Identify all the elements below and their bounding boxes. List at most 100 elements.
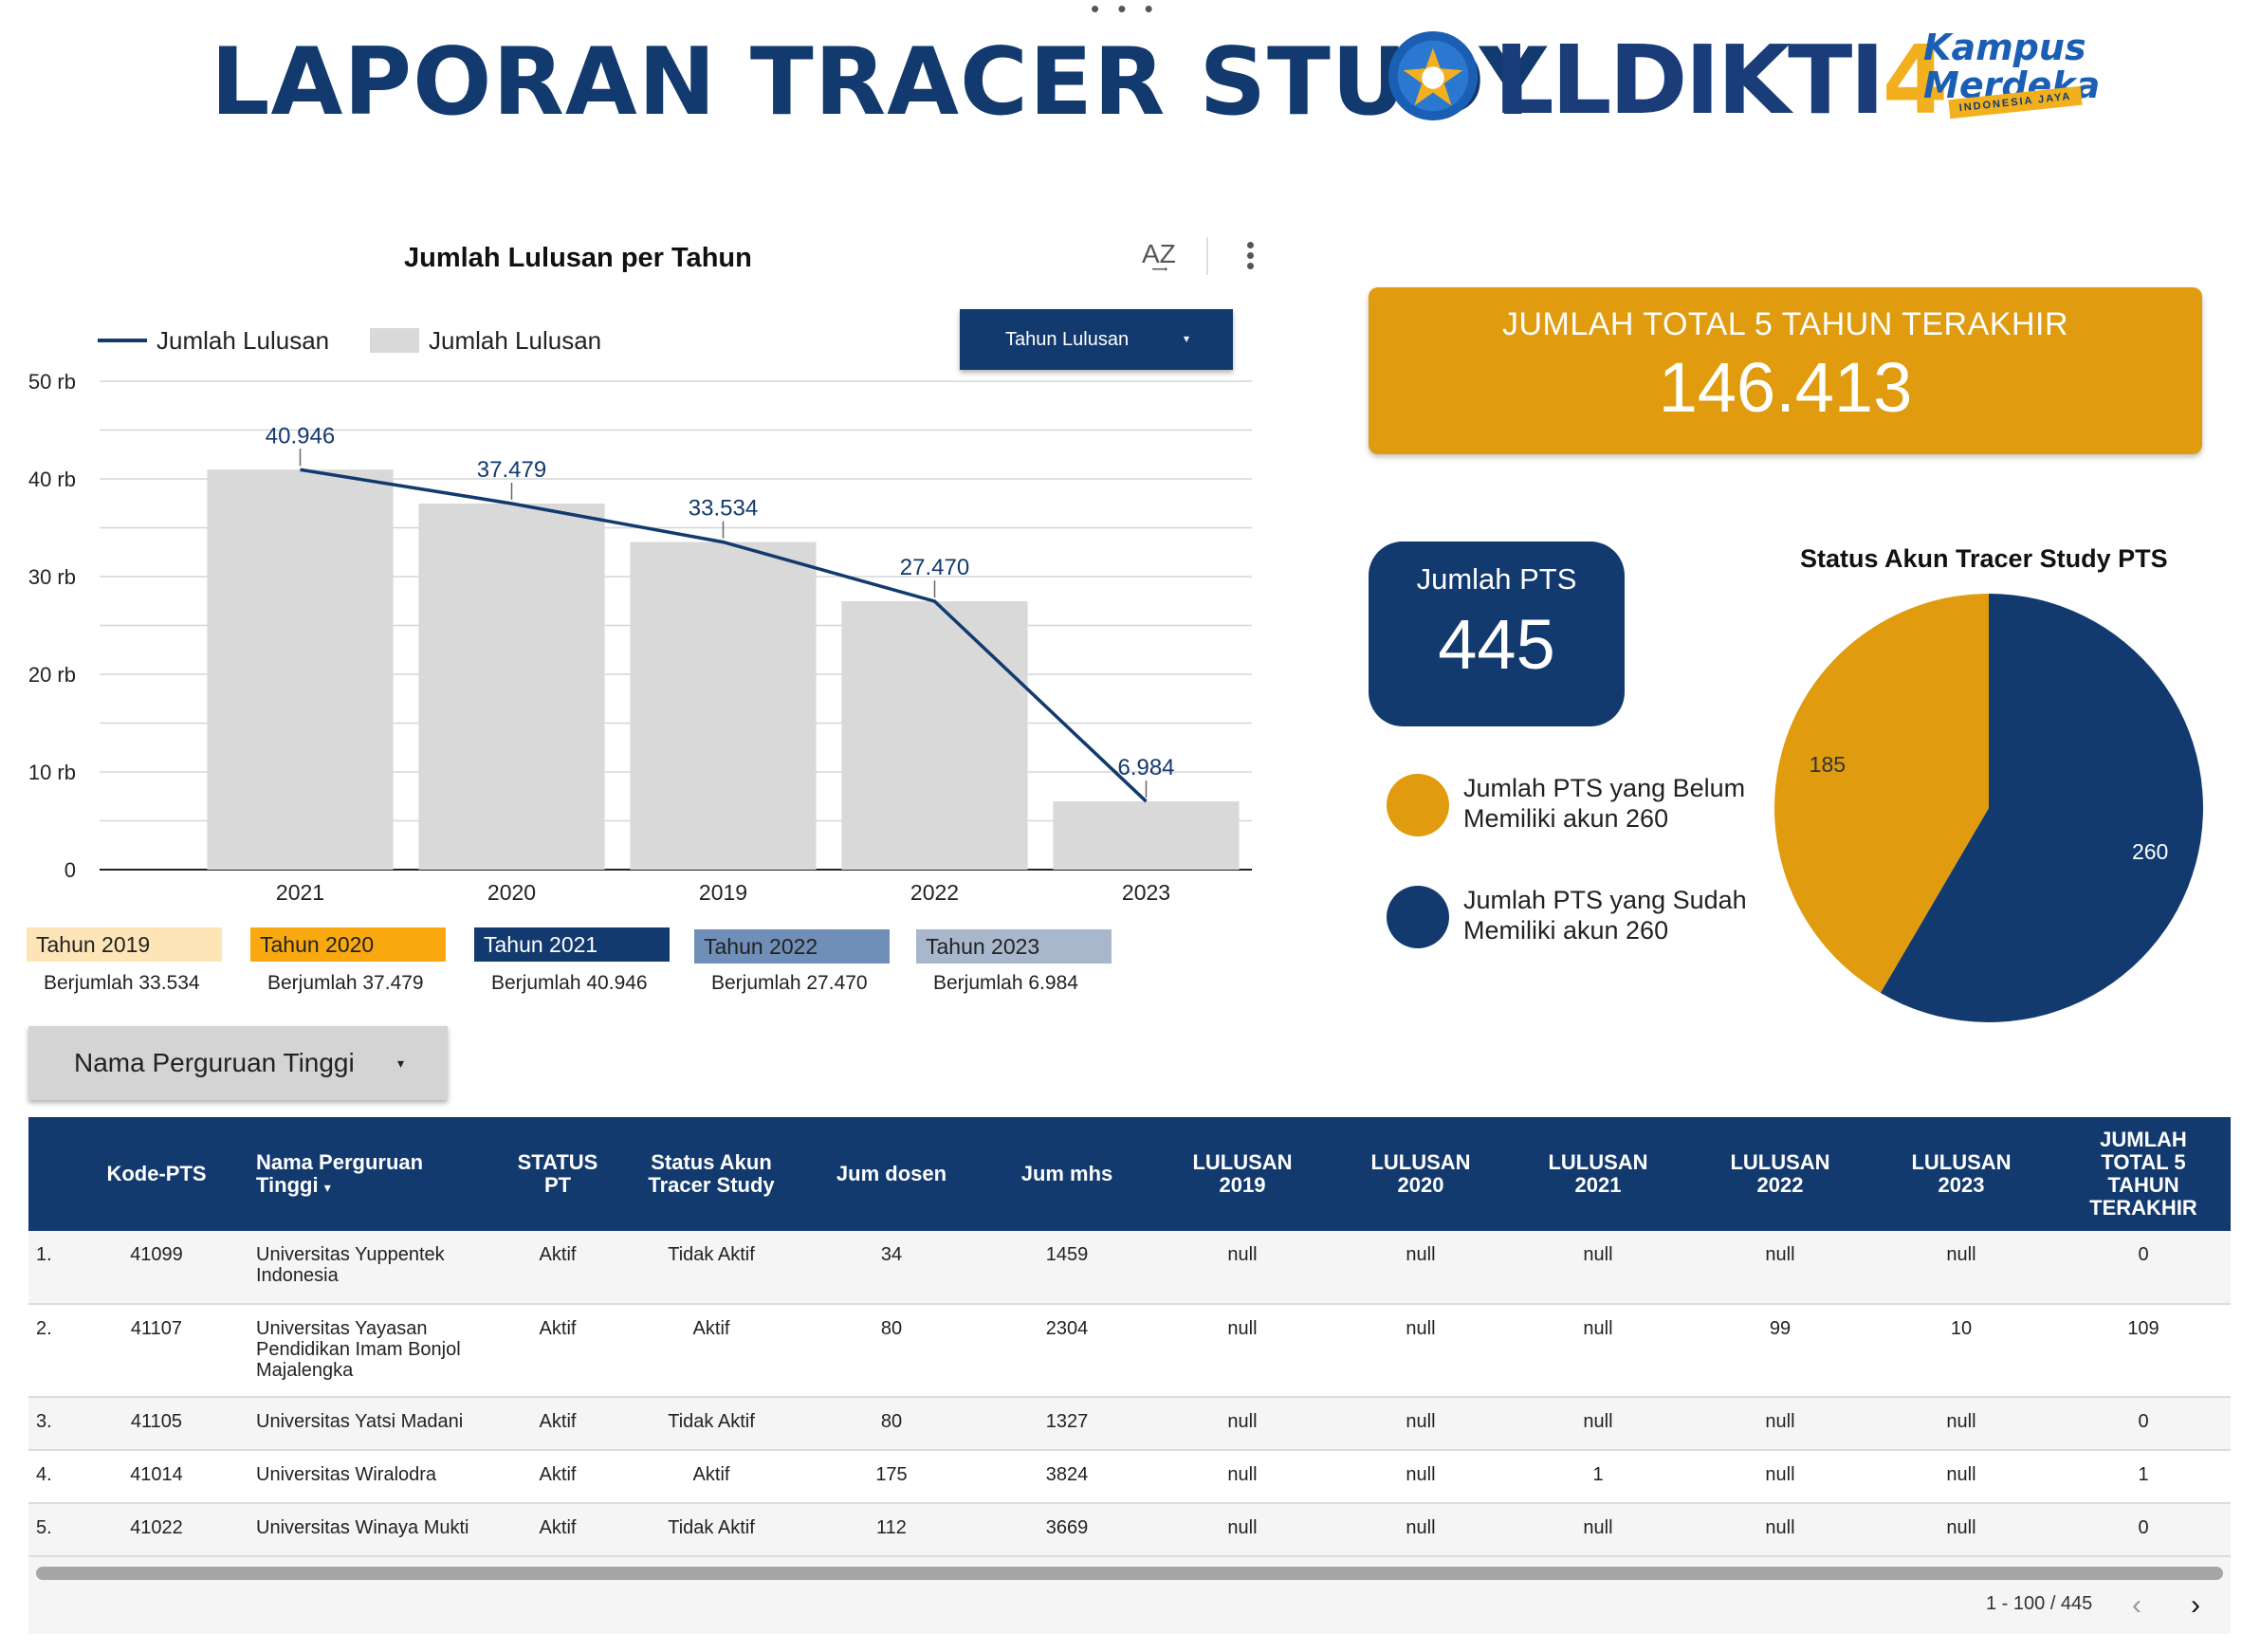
legend-belum-label: Jumlah PTS yang Belum Memiliki akun 260 <box>1463 774 1746 833</box>
pts-table: Kode-PTS Nama Perguruan Tinggi ▾ STATUS … <box>28 1117 2231 1634</box>
pie-slice-label: 185 <box>1810 752 1846 777</box>
data-label: 6.984 <box>1117 755 1174 780</box>
year-badge: Tahun 2020 <box>250 927 446 962</box>
table-row[interactable]: 2. 41107 Universitas Yayasan Pendidikan Im… <box>28 1305 2231 1398</box>
col-status-pt[interactable]: STATUS PT <box>517 1150 598 1197</box>
cell-l2020: null <box>1406 1318 1436 1339</box>
col-lulusan-2019[interactable]: LULUSAN 2019 <box>1192 1150 1293 1197</box>
chart-title: Jumlah Lulusan per Tahun <box>404 243 752 273</box>
table-row[interactable]: 5. 41022 Universitas Winaya Mukti Aktif Tida… <box>28 1504 2231 1557</box>
cell-nama: Universitas Wiralodra <box>256 1464 437 1485</box>
cell-total: 0 <box>2138 1244 2149 1265</box>
year-caption: Berjumlah 37.479 <box>267 972 424 994</box>
x-tick-label: 2022 <box>910 880 959 905</box>
data-label: 33.534 <box>689 496 758 522</box>
col-nama-label: Nama Perguruan Tinggi <box>256 1150 424 1197</box>
cell-mhs: 3824 <box>1045 1464 1089 1485</box>
cell-l2019: null <box>1227 1244 1258 1265</box>
bar <box>418 503 605 870</box>
cell-status-pt: Aktif <box>539 1318 577 1339</box>
y-tick-label: 30 rb <box>28 565 76 589</box>
year-badge: Tahun 2019 <box>27 927 222 962</box>
pagination-text: 1 - 100 / 445 <box>1986 1593 2093 1614</box>
cell-total: 109 <box>2127 1318 2159 1339</box>
cell-l2020: null <box>1406 1464 1436 1485</box>
cell-kode: 41099 <box>130 1244 183 1265</box>
nama-perguruan-filter[interactable]: Nama Perguruan Tinggi ▾ <box>28 1026 448 1100</box>
cell-dosen: 112 <box>876 1517 907 1538</box>
cell-l2021: 1 <box>1592 1464 1604 1485</box>
kpi-total-label: JUMLAH TOTAL 5 TAHUN TERAKHIR <box>1501 306 2069 342</box>
legend-bar-swatch <box>370 328 419 353</box>
pie-slice <box>1774 594 1989 994</box>
col-lulusan-2020[interactable]: LULUSAN 2020 <box>1370 1150 1471 1197</box>
cell-status-akun: Tidak Aktif <box>668 1517 755 1538</box>
cell-status-pt: Aktif <box>539 1517 577 1538</box>
horizontal-scrollbar[interactable] <box>36 1567 2223 1580</box>
cell-l2023: null <box>1946 1411 1976 1432</box>
cell-l2021: null <box>1583 1411 1613 1432</box>
table-row[interactable]: 3. 41105 Universitas Yatsi Madani Aktif Tida… <box>28 1398 2231 1451</box>
kpi-pts-label: Jumlah PTS <box>1416 562 1577 596</box>
cell-nama: Universitas Yuppentek Indonesia <box>256 1244 445 1286</box>
cell-l2021: null <box>1583 1244 1613 1265</box>
kpi-pts-card: Jumlah PTS 445 <box>1369 541 1625 726</box>
year-badge: Tahun 2022 <box>694 929 890 964</box>
tahun-lulusan-dropdown[interactable]: Tahun Lulusan ▾ <box>960 309 1233 370</box>
chevron-right-icon[interactable]: › <box>2191 1589 2200 1621</box>
legend-sudah-dot <box>1387 886 1449 948</box>
status-akun-pie: 260 185 <box>1774 594 2203 1022</box>
cell-l2023: null <box>1946 1517 1976 1538</box>
lldikti-number: 4 <box>1882 25 1949 136</box>
x-tick-label: 2020 <box>487 880 536 905</box>
cell-nama: Universitas Yatsi Madani <box>256 1411 464 1432</box>
chevron-left-icon[interactable]: ‹ <box>2132 1589 2141 1621</box>
cell-status-akun: Tidak Aktif <box>668 1411 755 1432</box>
cell-kode: 41107 <box>130 1318 183 1339</box>
cell-mhs: 1327 <box>1045 1411 1089 1432</box>
col-lulusan-2022[interactable]: LULUSAN 2022 <box>1730 1150 1830 1197</box>
sort-az-icon[interactable]: A͢Z <box>1142 239 1176 268</box>
cell-l2022: null <box>1765 1411 1795 1432</box>
x-tick-label: 2023 <box>1122 880 1170 905</box>
table-row[interactable]: 4. 41014 Universitas Wiralodra Aktif Aktif 17… <box>28 1451 2231 1504</box>
tahun-lulusan-label: Tahun Lulusan <box>1005 328 1130 350</box>
col-dosen[interactable]: Jum dosen <box>836 1162 947 1185</box>
col-mhs[interactable]: Jum mhs <box>1020 1162 1113 1185</box>
cell-l2020: null <box>1406 1517 1436 1538</box>
col-lulusan-2021[interactable]: LULUSAN 2021 <box>1548 1150 1648 1197</box>
kpi-total-card: JUMLAH TOTAL 5 TAHUN TERAKHIR 146.413 <box>1369 287 2202 454</box>
table-row[interactable]: 1. 41099 Universitas Yuppentek Indonesia Ak… <box>28 1231 2231 1305</box>
cell-no: 1. <box>36 1244 52 1265</box>
cell-l2020: null <box>1406 1244 1436 1265</box>
cell-total: 0 <box>2138 1411 2149 1432</box>
tut-wuri-emblem-logo <box>1387 30 1479 121</box>
y-tick-label: 40 rb <box>28 468 76 491</box>
col-kode[interactable]: Kode-PTS <box>106 1162 207 1185</box>
page-title: LAPORAN TRACER STUDY <box>211 28 1548 137</box>
col-nama[interactable]: Nama Perguruan Tinggi ▾ <box>256 1151 446 1199</box>
cell-l2019: null <box>1227 1517 1258 1538</box>
cell-total: 0 <box>2138 1517 2149 1538</box>
chevron-down-icon: ▾ <box>396 1055 404 1071</box>
cell-l2022: null <box>1765 1464 1795 1485</box>
cell-status-pt: Aktif <box>539 1244 577 1265</box>
table-header: Kode-PTS Nama Perguruan Tinggi ▾ STATUS … <box>28 1117 2231 1231</box>
x-tick-label: 2021 <box>276 880 324 905</box>
cell-l2023: null <box>1946 1244 1976 1265</box>
cell-l2023: 10 <box>1950 1318 1973 1339</box>
data-label: 37.479 <box>477 457 546 483</box>
cell-dosen: 34 <box>880 1244 903 1265</box>
cell-status-pt: Aktif <box>539 1411 577 1432</box>
more-vert-icon[interactable] <box>1242 239 1258 271</box>
col-status-akun[interactable]: Status Akun Tracer Study <box>648 1150 775 1197</box>
cell-kode: 41022 <box>130 1517 183 1538</box>
cell-kode: 41105 <box>130 1411 183 1432</box>
y-tick-label: 50 rb <box>28 370 76 394</box>
col-total[interactable]: JUMLAH TOTAL 5 TAHUN TERAKHIR <box>2089 1128 2197 1220</box>
kpi-total-value: 146.413 <box>1658 348 1913 427</box>
col-lulusan-2023[interactable]: LULUSAN 2023 <box>1911 1150 2012 1197</box>
filter-label: Nama Perguruan Tinggi <box>74 1048 355 1077</box>
cell-nama: Universitas Yayasan Pendidikan Imam Bonj… <box>256 1318 461 1381</box>
